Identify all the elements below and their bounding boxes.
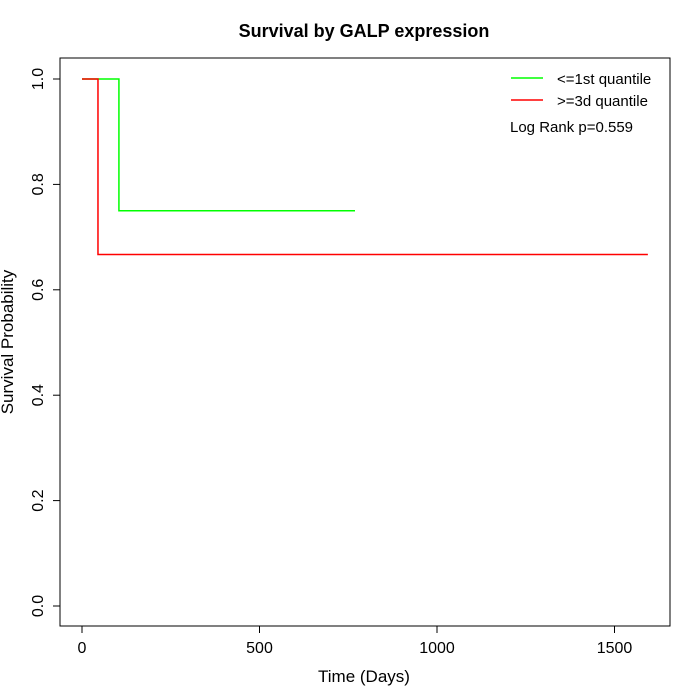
y-tick-label: 0.4 <box>30 384 47 406</box>
x-axis-label: Time (Days) <box>318 667 410 686</box>
y-tick-label: 0.8 <box>30 173 47 195</box>
series-line-1 <box>82 78 648 256</box>
legend: <=1st quantile >=3d quantile <box>511 71 651 110</box>
y-tick-label: 1.0 <box>30 68 47 90</box>
y-tick-label: 0.2 <box>30 489 47 511</box>
x-tick-label: 500 <box>246 640 273 657</box>
series-lines <box>82 78 648 256</box>
y-tick-label: 0.6 <box>30 279 47 301</box>
series-line-0 <box>82 78 355 212</box>
y-tick-label: 0.0 <box>30 595 47 617</box>
x-tick-label: 1500 <box>597 640 633 657</box>
y-axis: 0.0 0.2 0.4 0.6 0.8 1.0 <box>30 68 61 617</box>
x-axis: 0 500 1000 1500 <box>78 625 633 657</box>
x-tick-label: 0 <box>78 640 87 657</box>
x-tick-label: 1000 <box>419 640 455 657</box>
legend-label-0: <=1st quantile <box>557 71 651 88</box>
log-rank-annotation: Log Rank p=0.559 <box>510 119 633 136</box>
y-axis-label: Survival Probability <box>0 269 17 414</box>
legend-label-1: >=3d quantile <box>557 93 648 110</box>
plot-frame <box>59 57 671 627</box>
chart-title: Survival by GALP expression <box>239 21 490 41</box>
